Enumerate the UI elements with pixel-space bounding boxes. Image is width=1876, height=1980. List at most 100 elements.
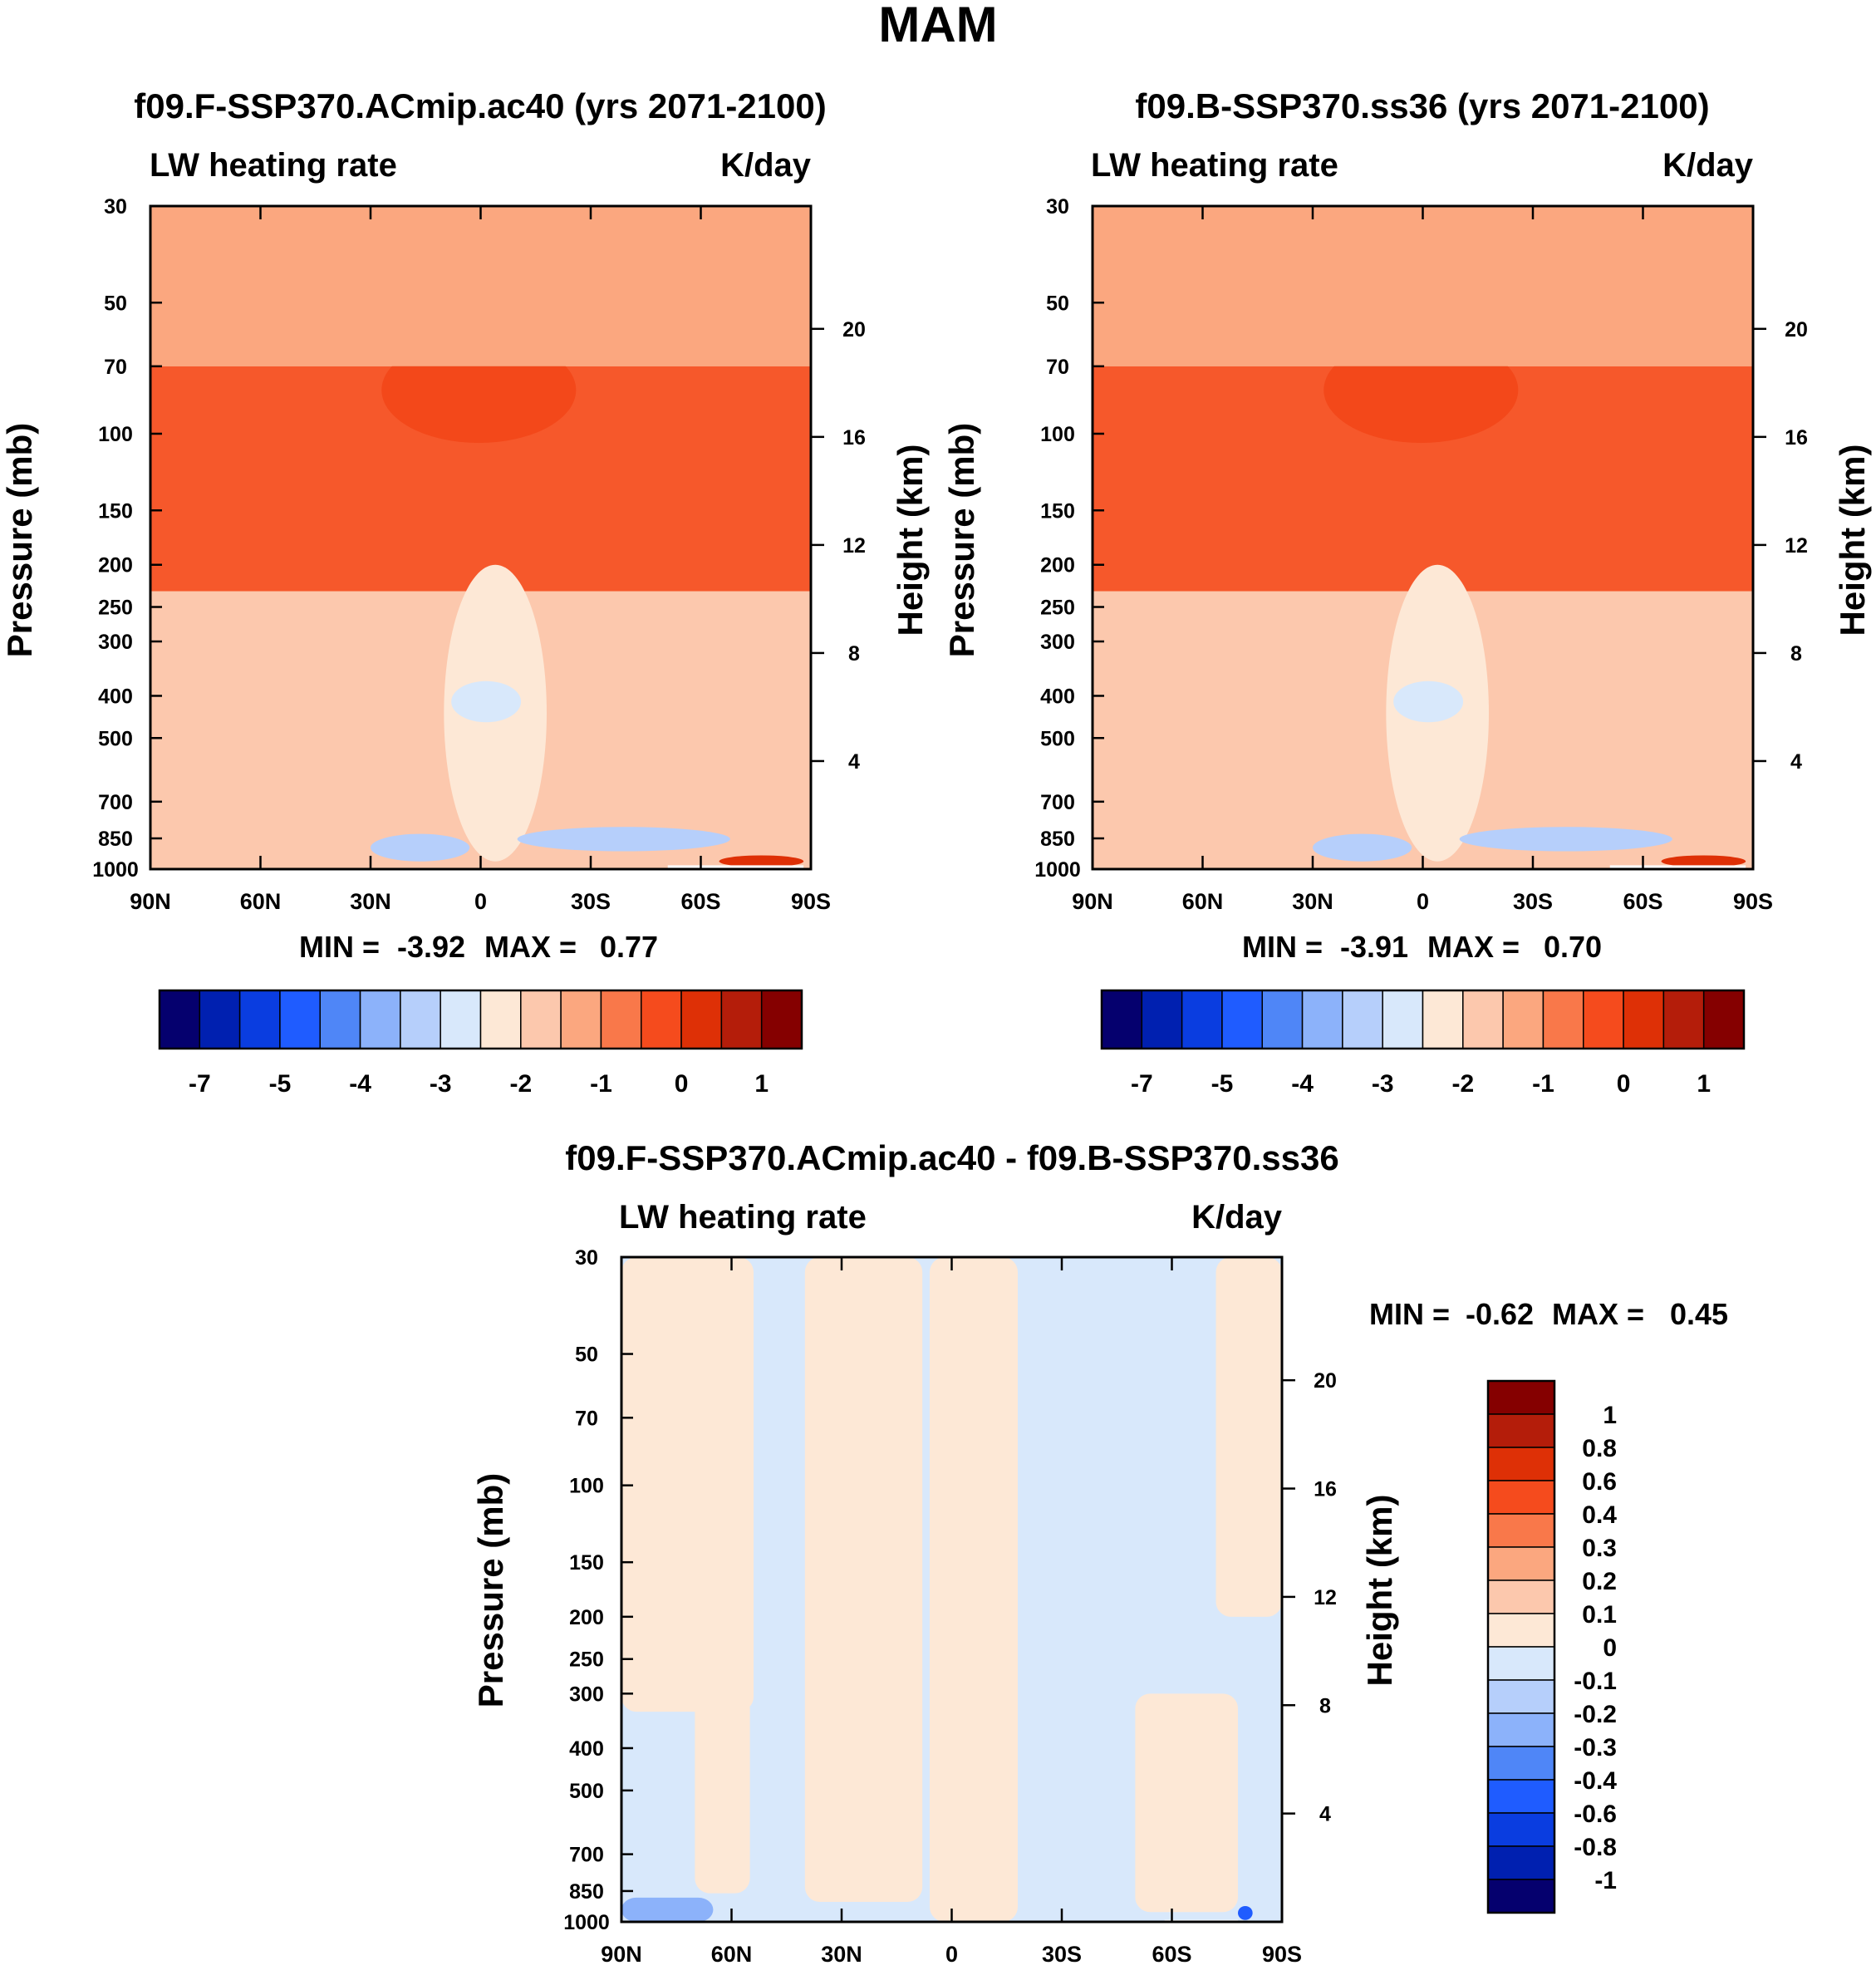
colorbar-label: -0.4 <box>1574 1767 1617 1795</box>
colorbar-swatch <box>199 990 241 1049</box>
height-tick-label: 16 <box>1785 426 1808 450</box>
pressure-tick-label: 500 <box>98 727 133 750</box>
panel-coupled-run: f09.B-SSP370.ss36 (yrs 2071-2100) LW hea… <box>942 86 1872 1098</box>
latitude-tick-label: 90S <box>1262 1942 1302 1967</box>
colorbar-swatch <box>1487 1646 1555 1681</box>
colorbar-label: -7 <box>1131 1070 1153 1098</box>
pressure-tick-label: 1000 <box>92 858 139 882</box>
colorbar-swatch <box>1261 990 1304 1049</box>
colorbar-label: -2 <box>1451 1070 1474 1098</box>
colorbar-swatch <box>1487 1380 1555 1415</box>
colorbar-swatch <box>1487 1480 1555 1515</box>
pressure-tick-label: 850 <box>98 828 133 851</box>
colorbar-label: -3 <box>1372 1070 1394 1098</box>
colorbar-swatch <box>720 990 763 1049</box>
latitude-tick-label: 90N <box>601 1942 642 1967</box>
contour-field <box>1093 206 1753 869</box>
latitude-tick-label: 30N <box>821 1942 862 1967</box>
contour-region-upper-heating-band <box>1093 366 1753 592</box>
colorbar-swatch <box>1487 1513 1555 1548</box>
latitude-tick-label: 90S <box>1733 889 1773 914</box>
min-value: -3.92 <box>397 930 465 964</box>
colorbar-swatch <box>440 990 482 1049</box>
height-tick-label: 12 <box>1314 1586 1337 1609</box>
missing-data-patch <box>667 865 804 869</box>
contour-field <box>150 206 811 869</box>
colorbar-label: -7 <box>189 1070 211 1098</box>
latitude-tick-label: 60N <box>240 889 282 914</box>
height-tick-label: 16 <box>1314 1478 1337 1501</box>
colorbar-swatch <box>600 990 642 1049</box>
colorbar-border <box>1100 989 1746 1050</box>
colorbar-swatch <box>680 990 723 1049</box>
pressure-axis-label: Pressure (mb) <box>942 423 981 657</box>
pressure-tick-label: 500 <box>569 1780 604 1803</box>
colorbar-label: 0.3 <box>1582 1535 1617 1562</box>
pressure-tick-label: 50 <box>575 1344 598 1367</box>
pressure-tick-label: 30 <box>575 1246 598 1270</box>
units-label: K/day <box>720 147 812 184</box>
colorbar-swatch <box>319 990 361 1049</box>
colorbar-swatch <box>1221 990 1263 1049</box>
colorbar-swatch <box>1702 990 1745 1049</box>
min-label: MIN = <box>1242 930 1323 964</box>
colorbar-swatch <box>279 990 321 1049</box>
contour-region-antarctic-surface-heating <box>719 855 804 867</box>
pressure-tick-label: 100 <box>569 1475 604 1498</box>
height-axis-label: Height (km) <box>1360 1495 1399 1687</box>
colorbar-label: -5 <box>269 1070 292 1098</box>
max-label: MAX = <box>484 930 577 964</box>
height-axis-label: Height (km) <box>1833 445 1872 636</box>
contour-region-positive-patch-nh-column <box>695 1693 750 1894</box>
colorbar-swatch <box>400 990 441 1049</box>
colorbar-label: -0.3 <box>1574 1734 1617 1761</box>
height-tick-label: 8 <box>848 642 860 666</box>
colorbar-swatch <box>1462 990 1504 1049</box>
colorbar-label: -0.2 <box>1574 1701 1617 1728</box>
pressure-tick-label: 70 <box>1046 356 1069 379</box>
colorbar-swatch <box>1487 1845 1555 1880</box>
colorbar-swatch <box>238 990 281 1049</box>
height-tick-label: 4 <box>1790 750 1802 774</box>
colorbar-swatch <box>1101 990 1143 1049</box>
latitude-tick-label: 90N <box>1072 889 1113 914</box>
pressure-tick-label: 150 <box>98 499 133 523</box>
contour-region-low-level-minimum-sh <box>1459 827 1672 852</box>
pressure-tick-label: 700 <box>98 791 133 814</box>
pressure-tick-label: 500 <box>1040 727 1075 750</box>
pressure-tick-label: 300 <box>98 631 133 654</box>
contour-region-top-shell <box>150 206 811 366</box>
pressure-tick-label: 1000 <box>563 1911 610 1934</box>
contour-region-low-level-minimum-nh <box>371 833 470 862</box>
pressure-tick-label: 50 <box>1046 292 1069 315</box>
colorbar-swatch <box>560 990 602 1049</box>
pressure-tick-label: 250 <box>569 1648 604 1672</box>
pressure-tick-label: 400 <box>98 685 133 708</box>
max-label: MAX = <box>1552 1297 1644 1331</box>
pressure-tick-label: 50 <box>104 292 127 315</box>
latitude-tick-label: 0 <box>1417 889 1429 914</box>
latitude-tick-label: 60N <box>1182 889 1224 914</box>
colorbar-label: -5 <box>1211 1070 1234 1098</box>
colorbar-swatch <box>1487 1746 1555 1781</box>
latitude-tick-label: 90S <box>791 889 831 914</box>
colorbar-label: 0 <box>1603 1634 1617 1662</box>
latitude-tick-label: 0 <box>474 889 487 914</box>
colorbar-label: -0.8 <box>1574 1834 1617 1861</box>
colorbar-swatch <box>1623 990 1665 1049</box>
panel-title: f09.F-SSP370.ACmip.ac40 (yrs 2071-2100) <box>134 86 826 125</box>
colorbar-label: 0.2 <box>1582 1568 1617 1595</box>
colorbar-swatch <box>1487 1679 1555 1714</box>
contour-region-low-level-minimum-sh <box>517 827 730 852</box>
colorbar-label: -4 <box>1291 1070 1314 1098</box>
units-label: K/day <box>1662 147 1754 184</box>
colorbar-swatch <box>1502 990 1545 1049</box>
min-value: -3.91 <box>1340 930 1408 964</box>
colorbar-label: 0.4 <box>1582 1501 1617 1529</box>
height-axis-label: Height (km) <box>891 445 930 636</box>
contour-region-positive-patch-equatorial <box>930 1257 1018 1922</box>
colorbar-swatch <box>1487 1546 1555 1581</box>
colorbar-swatch <box>760 990 803 1049</box>
colorbar-swatch <box>1487 1613 1555 1648</box>
